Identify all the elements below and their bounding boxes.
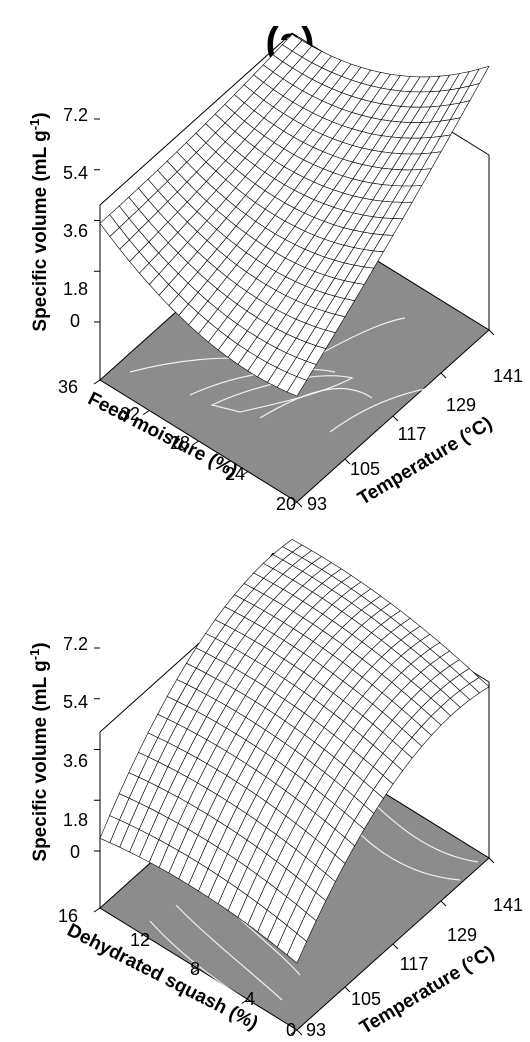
- a-top-left-edge: [99, 32, 293, 206]
- b-ztick-7-2: 7.2: [63, 634, 88, 654]
- b-contour-line: [149, 920, 263, 1011]
- panel-a-x-ticks: 93 105 117 129 141: [307, 366, 523, 514]
- panel-a-z-axis-title: Specific volume (mL g-1): [27, 112, 51, 331]
- b-ytick-mark: [142, 938, 150, 943]
- panel-b-y-ticks: 16 12 8 4 0: [58, 906, 296, 1040]
- panel-b-surface: [99, 539, 490, 964]
- a-ytick-28: 28: [170, 433, 190, 453]
- b-ztick-3-6: 3.6: [63, 751, 88, 771]
- a-ytick-mark: [93, 379, 101, 385]
- a-ztick-7-2: 7.2: [63, 105, 88, 125]
- a-xtick-mark: [296, 501, 303, 508]
- a-zlabel-sup: -1: [27, 119, 42, 131]
- panel-b: (b) 7.2 5.4 3.6 1.8 0 Specific volume (m…: [27, 539, 523, 1040]
- b-xtick-mark: [296, 1029, 303, 1036]
- panel-a-surface: [99, 34, 490, 397]
- a-ytick-mark: [290, 501, 298, 507]
- b-zlabel-sup: -1: [27, 649, 42, 661]
- a-ytick-36: 36: [58, 377, 78, 397]
- a-ytick-20: 20: [276, 494, 296, 514]
- b-xtick-mark: [344, 986, 351, 993]
- a-xtick-mark: [392, 415, 399, 422]
- b-xtick-mark: [488, 857, 495, 864]
- panel-a-y-ticks: 36 32 28 24 20: [58, 377, 296, 514]
- b-ztick-1-8: 1.8: [63, 810, 88, 830]
- b-contour-line: [175, 904, 283, 1001]
- b-ytick-0: 0: [286, 1020, 296, 1040]
- a-xtick-141: 141: [493, 366, 523, 386]
- a-ztick-3-6: 3.6: [63, 221, 88, 241]
- b-ytick-12: 12: [130, 930, 150, 950]
- b-ytick-mark: [192, 968, 199, 974]
- a-ytick-32: 32: [120, 404, 140, 424]
- b-ytick-mark: [93, 907, 101, 913]
- b-ytick-mark: [290, 1029, 298, 1035]
- a-contour-line: [259, 387, 373, 419]
- a-xtick-mark: [440, 372, 447, 379]
- b-xtick-141: 141: [493, 895, 523, 915]
- a-ztick-1-8: 1.8: [63, 279, 88, 299]
- b-surface-cell: [286, 932, 307, 964]
- a-xtick-mark: [488, 329, 495, 336]
- b-xtick-117: 117: [400, 954, 429, 974]
- a-xtick-117: 117: [398, 424, 427, 444]
- a-ytick-mark: [241, 471, 249, 476]
- b-ytick-16: 16: [58, 906, 78, 926]
- panel-b-z-ticks: 7.2 5.4 3.6 1.8 0: [63, 634, 88, 862]
- a-ytick-mark: [192, 440, 199, 446]
- panel-a-z-ticks: 7.2 5.4 3.6 1.8 0: [63, 105, 88, 331]
- a-xtick-105: 105: [350, 459, 380, 479]
- b-ztick-5-4: 5.4: [63, 692, 88, 712]
- a-contour-line: [210, 375, 354, 413]
- a-xtick-mark: [344, 458, 351, 465]
- a-ztick-0: 0: [70, 311, 80, 331]
- a-ytick-24: 24: [225, 464, 245, 484]
- b-ytick-8: 8: [190, 959, 200, 979]
- a-contour-line: [329, 387, 431, 433]
- b-xtick-93: 93: [306, 1020, 326, 1040]
- a-ztick-5-4: 5.4: [63, 163, 88, 183]
- b-xtick-mark: [440, 900, 447, 907]
- b-zlabel-close: ): [30, 642, 51, 648]
- panel-b-z-axis-title: Specific volume (mL g-1): [27, 642, 51, 861]
- a-xtick-93: 93: [307, 494, 327, 514]
- a-zlabel-close: ): [30, 112, 51, 118]
- panel-a: (a) 7.2 5.4 3.6 1.8 0 Specific volume (m…: [27, 20, 523, 514]
- a-ytick-mark: [142, 410, 150, 415]
- a-xtick-129: 129: [446, 395, 476, 415]
- b-xtick-105: 105: [351, 989, 381, 1009]
- b-ytick-4: 4: [245, 989, 255, 1009]
- b-xtick-129: 129: [447, 925, 477, 945]
- b-xtick-mark: [392, 943, 399, 950]
- panel-b-x-ticks: 93 105 117 129 141: [306, 895, 523, 1040]
- b-ztick-0: 0: [70, 842, 80, 862]
- a-surface-cell: [286, 376, 308, 397]
